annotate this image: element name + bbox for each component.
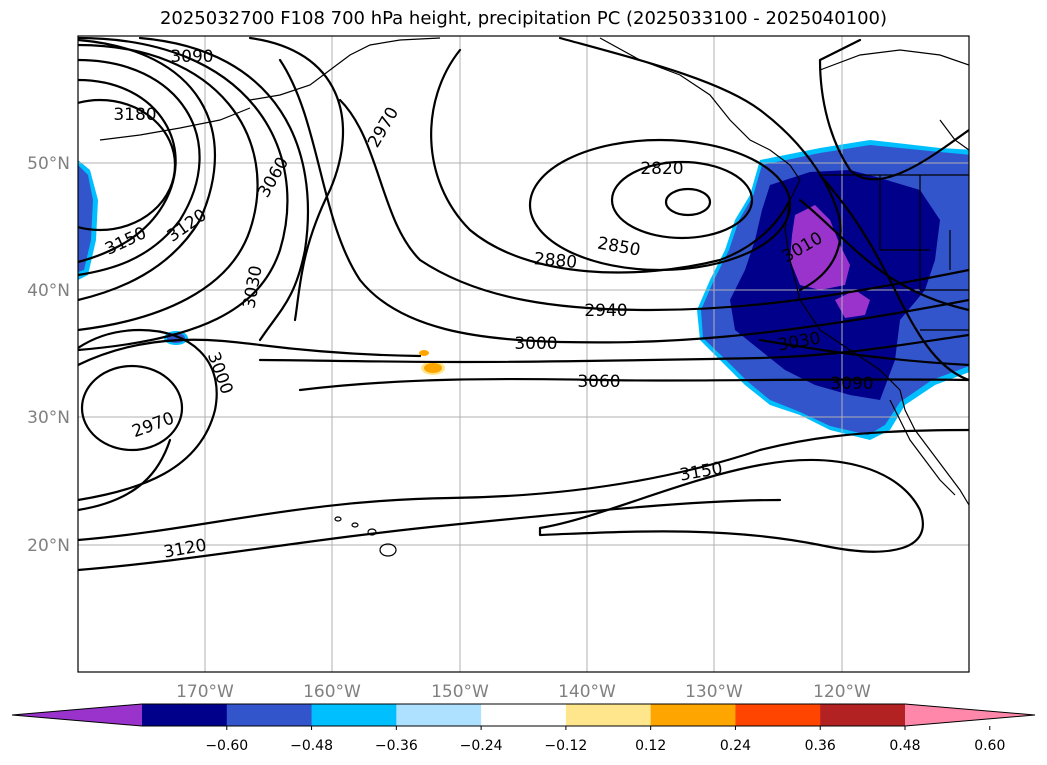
colorbar-tick-label: −0.48: [290, 738, 333, 754]
precip-west-blue: [78, 165, 93, 272]
lat-label: 50°N: [27, 154, 70, 174]
contour-label: 3090: [170, 47, 213, 67]
colorbar-tick-label: −0.24: [460, 738, 503, 754]
lat-label: 30°N: [27, 408, 70, 428]
colorbar-tick-label: 0.36: [805, 738, 836, 754]
contour-label: 3000: [514, 334, 557, 354]
colorbar-tick-label: 0.24: [720, 738, 751, 754]
gridlines: [78, 36, 969, 672]
lat-label: 20°N: [27, 536, 70, 556]
colorbar-segment: [311, 704, 397, 726]
colorbar-tick-label: −0.12: [544, 738, 587, 754]
colorbar-tick-label: −0.60: [205, 738, 248, 754]
precip-purple: [790, 205, 850, 290]
contour-2820-low: [664, 187, 712, 217]
us-west-coast: [784, 179, 969, 506]
contour-label: 2820: [640, 159, 683, 179]
map-area: 3090 3180 3150 3120 3060 2970 3030 2820 …: [78, 36, 969, 672]
baja-coast: [889, 399, 956, 496]
lon-label: 140°W: [558, 682, 616, 702]
colorbar-segment: [820, 704, 906, 726]
colorbar: −0.60 −0.48 −0.36 −0.24 −0.12 0.12 0.24 0.36 0.4…: [11, 703, 1036, 754]
colorbar-segment: [226, 704, 313, 726]
lon-label: 120°W: [813, 682, 871, 702]
lon-label: 160°W: [303, 682, 361, 702]
lat-labels: 50°N 40°N 30°N 20°N: [27, 154, 70, 556]
colorbar-segment: [565, 704, 652, 726]
contour-label: 3180: [113, 105, 156, 125]
hawaii-islands: [334, 516, 397, 557]
lon-label: 130°W: [685, 682, 743, 702]
lon-labels: 170°W 160°W 150°W 140°W 130°W 120°W: [176, 682, 871, 702]
colorbar-tick-label: 0.48: [889, 738, 920, 754]
colorbar-extend-low: [12, 704, 142, 726]
lon-label: 150°W: [431, 682, 489, 702]
contour-label: 2880: [533, 249, 578, 273]
map-frame: [77, 35, 970, 673]
colorbar-segment: [396, 704, 482, 726]
contour-label: 2940: [584, 301, 627, 321]
colorbar-segment: [650, 704, 736, 726]
lat-label: 40°N: [27, 281, 70, 301]
colorbar-tick-label: 0.12: [635, 738, 666, 754]
contour-2970-low: [80, 364, 184, 452]
contour-label: 3060: [577, 372, 620, 392]
colorbar-outline: [11, 703, 1036, 727]
colorbar-extend-high: [905, 704, 1035, 726]
colorbar-tick-label: −0.36: [375, 738, 418, 754]
colorbar-segment: [735, 704, 821, 726]
contour-3150-south: [538, 458, 924, 553]
precip-purple-small: [835, 290, 870, 318]
aleutian-islands: [99, 107, 251, 141]
colorbar-tick-label: 0.60: [974, 738, 1005, 754]
chart-title: 2025032700 F108 700 hPa height, precipit…: [159, 8, 888, 29]
alaska-coast: [249, 37, 441, 101]
lon-label: 170°W: [176, 682, 234, 702]
contour-label: 3090: [830, 374, 873, 394]
colorbar-segment: [481, 704, 567, 726]
height-contours: [78, 36, 969, 572]
colorbar-segment: [142, 704, 228, 726]
